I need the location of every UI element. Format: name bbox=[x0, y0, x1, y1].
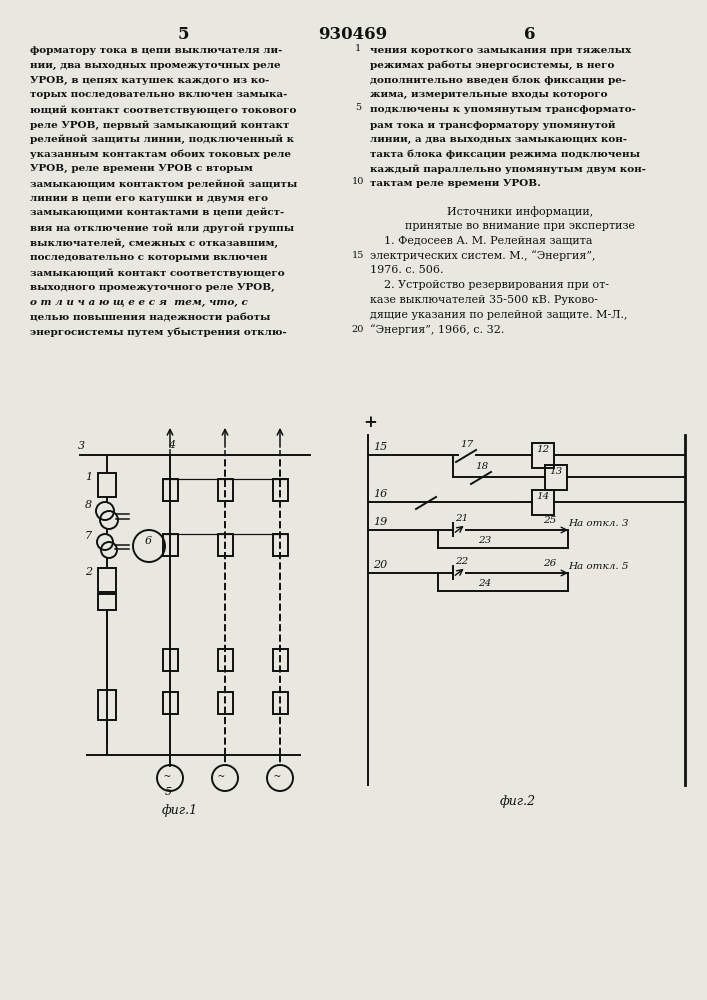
Text: 3: 3 bbox=[78, 441, 85, 451]
Text: 5: 5 bbox=[355, 103, 361, 112]
Text: целью повышения надежности работы: целью повышения надежности работы bbox=[30, 312, 270, 322]
Text: последовательно с которыми включен: последовательно с которыми включен bbox=[30, 253, 267, 262]
Text: 13: 13 bbox=[549, 467, 562, 476]
Bar bbox=[98, 690, 116, 720]
Text: реле УРОВ, первый замыкающий контакт: реле УРОВ, первый замыкающий контакт bbox=[30, 120, 289, 130]
Text: 17: 17 bbox=[460, 440, 473, 449]
Text: тактам реле времени УРОВ.: тактам реле времени УРОВ. bbox=[370, 179, 541, 188]
Text: 24: 24 bbox=[478, 579, 491, 588]
Bar bbox=[218, 479, 233, 501]
Bar bbox=[218, 692, 233, 714]
Text: 20: 20 bbox=[352, 325, 364, 334]
Text: 6: 6 bbox=[525, 26, 536, 43]
Bar bbox=[272, 534, 288, 556]
Text: режимах работы энергосистемы, в него: режимах работы энергосистемы, в него bbox=[370, 61, 614, 70]
Text: +: + bbox=[363, 414, 377, 431]
Bar bbox=[163, 479, 177, 501]
Text: 7: 7 bbox=[85, 531, 92, 541]
Bar bbox=[545, 464, 567, 489]
Text: линии, а два выходных замыкающих кон-: линии, а два выходных замыкающих кон- bbox=[370, 135, 627, 144]
Text: 10: 10 bbox=[352, 177, 364, 186]
Text: 930469: 930469 bbox=[318, 26, 387, 43]
Bar bbox=[163, 649, 177, 671]
Text: 23: 23 bbox=[478, 536, 491, 545]
Text: 22: 22 bbox=[455, 557, 468, 566]
Text: 26: 26 bbox=[543, 559, 556, 568]
Text: 21: 21 bbox=[455, 514, 468, 523]
Text: 1: 1 bbox=[355, 44, 361, 53]
Text: казе выключателей 35-500 кВ. Руково-: казе выключателей 35-500 кВ. Руково- bbox=[370, 295, 598, 305]
Text: 6: 6 bbox=[145, 536, 152, 546]
Text: релейной защиты линии, подключенный к: релейной защиты линии, подключенный к bbox=[30, 135, 294, 144]
Text: выходного промежуточного реле УРОВ,: выходного промежуточного реле УРОВ, bbox=[30, 283, 275, 292]
Bar bbox=[532, 489, 554, 514]
Text: замыкающими контактами в цепи дейст-: замыкающими контактами в цепи дейст- bbox=[30, 209, 284, 218]
Text: каждый параллельно упомянутым двум кон-: каждый параллельно упомянутым двум кон- bbox=[370, 164, 646, 174]
Text: 12: 12 bbox=[536, 445, 549, 454]
Bar bbox=[98, 568, 116, 592]
Text: фиг.2: фиг.2 bbox=[500, 795, 536, 808]
Text: принятые во внимание при экспертизе: принятые во внимание при экспертизе bbox=[405, 221, 635, 231]
Text: 16: 16 bbox=[373, 489, 387, 499]
Text: УРОВ, в цепях катушек каждого из ко-: УРОВ, в цепях катушек каждого из ко- bbox=[30, 76, 269, 85]
Text: указанным контактам обоих токовых реле: указанным контактам обоих токовых реле bbox=[30, 150, 291, 159]
Text: электрических систем. М., “Энергия”,: электрических систем. М., “Энергия”, bbox=[370, 250, 595, 261]
Text: ~: ~ bbox=[218, 772, 225, 782]
Text: о т л и ч а ю щ е е с я  тем, что, с: о т л и ч а ю щ е е с я тем, что, с bbox=[30, 298, 248, 307]
Text: “Энергия”, 1966, с. 32.: “Энергия”, 1966, с. 32. bbox=[370, 324, 504, 335]
Text: линии в цепи его катушки и двумя его: линии в цепи его катушки и двумя его bbox=[30, 194, 268, 203]
Text: УРОВ, реле времени УРОВ с вторым: УРОВ, реле времени УРОВ с вторым bbox=[30, 164, 253, 173]
Text: 2: 2 bbox=[85, 567, 92, 577]
Text: энергосистемы путем убыстрения отклю-: энергосистемы путем убыстрения отклю- bbox=[30, 327, 287, 337]
Text: 5: 5 bbox=[165, 787, 172, 797]
Text: замыкающим контактом релейной защиты: замыкающим контактом релейной защиты bbox=[30, 179, 297, 189]
Text: 20: 20 bbox=[373, 560, 387, 570]
Text: рам тока и трансформатору упомянутой: рам тока и трансформатору упомянутой bbox=[370, 120, 616, 129]
Text: дополнительно введен блок фиксации ре-: дополнительно введен блок фиксации ре- bbox=[370, 76, 626, 85]
Text: 8: 8 bbox=[85, 500, 92, 510]
Text: 19: 19 bbox=[373, 517, 387, 527]
Text: 14: 14 bbox=[536, 492, 549, 501]
Text: подключены к упомянутым трансформато-: подключены к упомянутым трансформато- bbox=[370, 105, 636, 114]
Text: На откл. 5: На откл. 5 bbox=[568, 562, 629, 571]
Text: 1. Федосеев А. М. Релейная защита: 1. Федосеев А. М. Релейная защита bbox=[370, 236, 592, 246]
Bar bbox=[532, 442, 554, 468]
Text: чения короткого замыкания при тяжелых: чения короткого замыкания при тяжелых bbox=[370, 46, 631, 55]
Text: вия на отключение той или другой группы: вия на отключение той или другой группы bbox=[30, 224, 294, 233]
Text: Источники информации,: Источники информации, bbox=[447, 206, 593, 217]
Text: жима, измерительные входы которого: жима, измерительные входы которого bbox=[370, 90, 607, 99]
Text: 15: 15 bbox=[352, 251, 364, 260]
Bar bbox=[98, 473, 116, 497]
Text: такта блока фиксации режима подключены: такта блока фиксации режима подключены bbox=[370, 150, 640, 159]
Bar bbox=[98, 594, 116, 610]
Text: замыкающий контакт соответствующего: замыкающий контакт соответствующего bbox=[30, 268, 285, 277]
Text: 18: 18 bbox=[475, 462, 489, 471]
Text: На откл. 3: На откл. 3 bbox=[568, 519, 629, 528]
Bar bbox=[272, 479, 288, 501]
Text: торых последовательно включен замыка-: торых последовательно включен замыка- bbox=[30, 90, 287, 99]
Bar bbox=[163, 692, 177, 714]
Bar bbox=[218, 649, 233, 671]
Text: 4: 4 bbox=[168, 440, 175, 450]
Bar bbox=[272, 692, 288, 714]
Text: дящие указания по релейной защите. М-Л.,: дящие указания по релейной защите. М-Л., bbox=[370, 310, 628, 320]
Text: ющий контакт соответствующего токового: ющий контакт соответствующего токового bbox=[30, 105, 296, 115]
Text: фиг.1: фиг.1 bbox=[162, 804, 198, 817]
Bar bbox=[163, 534, 177, 556]
Text: 5: 5 bbox=[177, 26, 189, 43]
Text: выключателей, смежных с отказавшим,: выключателей, смежных с отказавшим, bbox=[30, 238, 278, 248]
Text: 2. Устройство резервирования при от-: 2. Устройство резервирования при от- bbox=[370, 280, 609, 290]
Text: нии, два выходных промежуточных реле: нии, два выходных промежуточных реле bbox=[30, 61, 281, 70]
Bar bbox=[272, 649, 288, 671]
Text: ~: ~ bbox=[163, 772, 170, 782]
Text: 15: 15 bbox=[373, 442, 387, 452]
Text: форматору тока в цепи выключателя ли-: форматору тока в цепи выключателя ли- bbox=[30, 46, 282, 55]
Text: 1976. с. 506.: 1976. с. 506. bbox=[370, 265, 443, 275]
Text: ~: ~ bbox=[273, 772, 280, 782]
Text: 1: 1 bbox=[85, 472, 92, 482]
Bar bbox=[218, 534, 233, 556]
Text: 25: 25 bbox=[543, 516, 556, 525]
